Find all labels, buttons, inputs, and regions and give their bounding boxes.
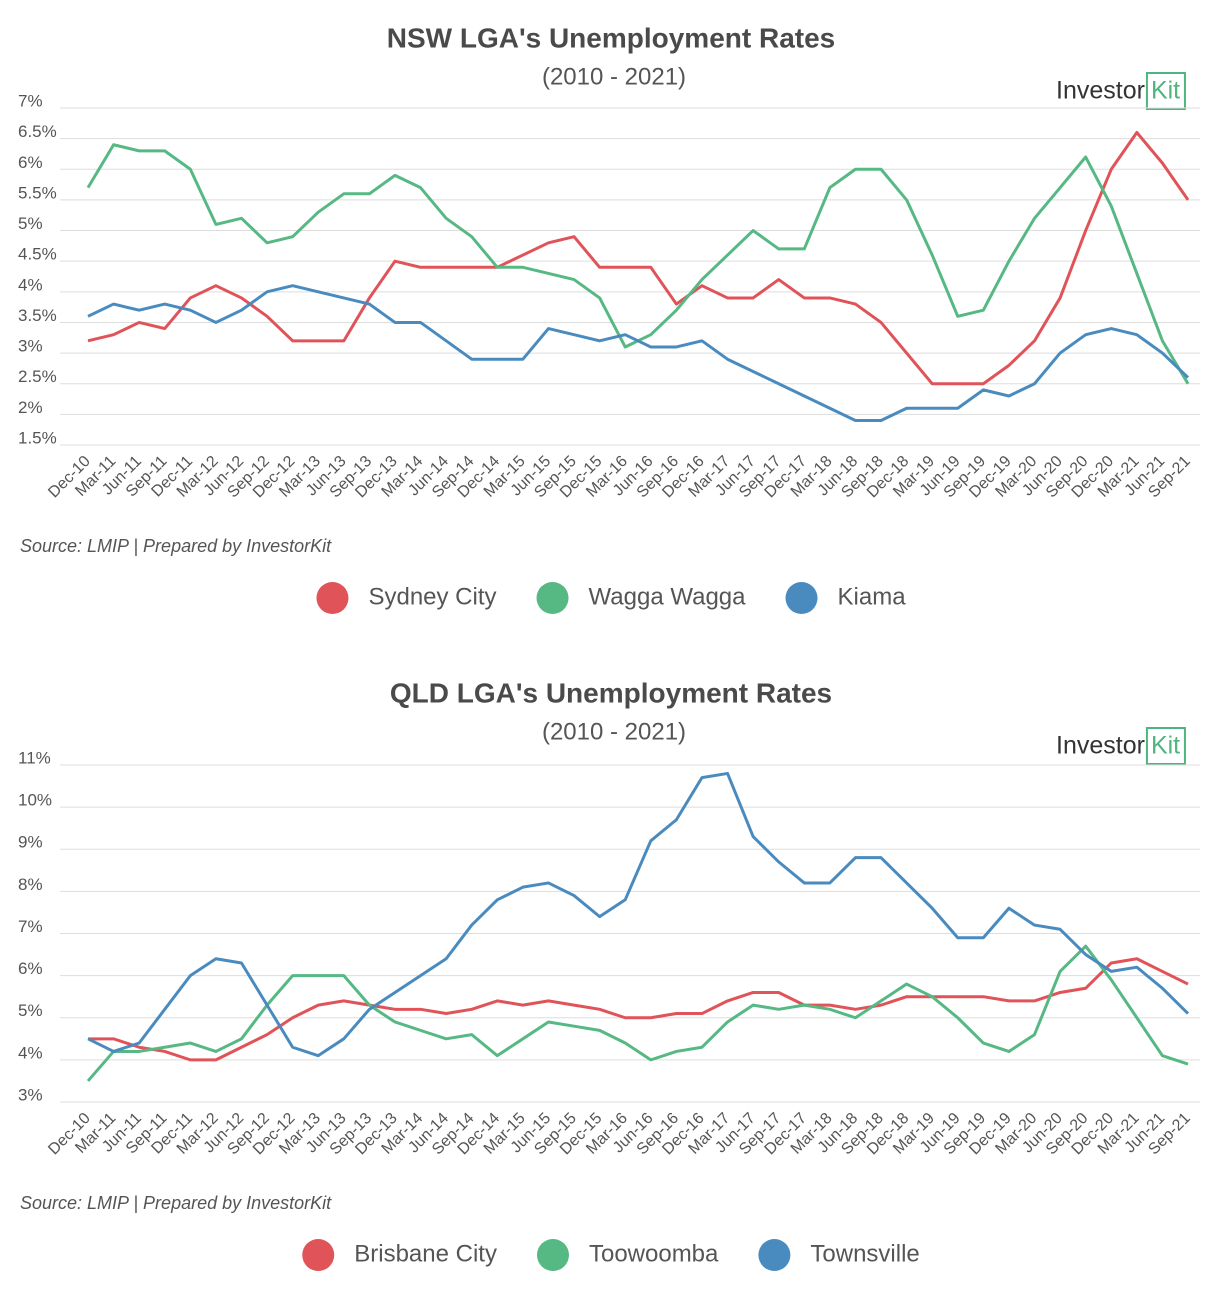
y-tick-label: 4% bbox=[18, 1043, 43, 1062]
logo-accent: Kit bbox=[1151, 732, 1180, 760]
legend: Brisbane City Toowoomba Townsville bbox=[302, 1239, 920, 1271]
legend-label: Wagga Wagga bbox=[589, 583, 747, 610]
y-tick-label: 10% bbox=[18, 791, 52, 810]
y-tick-label: 4.5% bbox=[18, 245, 57, 264]
logo-box bbox=[1145, 72, 1186, 110]
logo: Investor bbox=[1056, 732, 1145, 760]
legend-swatch bbox=[536, 582, 569, 614]
y-tick-label: 4% bbox=[18, 275, 43, 294]
logo-accent: Kit bbox=[1151, 77, 1180, 105]
y-tick-label: 7% bbox=[18, 91, 43, 110]
source-note: Source: LMIP | Prepared by InvestorKit bbox=[20, 536, 332, 556]
source-note: Source: LMIP | Prepared by InvestorKit bbox=[20, 1193, 332, 1213]
series-line bbox=[87, 771, 1190, 1058]
chart-subtitle: (2010 - 2021) bbox=[542, 63, 686, 90]
y-tick-label: 1.5% bbox=[18, 428, 57, 447]
logo-box bbox=[1145, 727, 1186, 765]
y-tick-label: 7% bbox=[18, 917, 43, 936]
y-tick-label: 9% bbox=[18, 833, 43, 852]
y-tick-label: 11% bbox=[18, 748, 51, 767]
legend-swatch bbox=[758, 1239, 791, 1271]
y-tick-label: 2% bbox=[18, 398, 43, 417]
y-tick-label: 3% bbox=[18, 337, 43, 356]
y-tick-label: 6.5% bbox=[18, 122, 57, 141]
series-line bbox=[87, 131, 1190, 386]
legend-label: Kiama bbox=[838, 583, 907, 610]
y-tick-label: 3.5% bbox=[18, 306, 57, 325]
chart-title: QLD LGA's Unemployment Rates bbox=[390, 677, 832, 708]
legend-swatch bbox=[536, 1239, 569, 1271]
legend-swatch bbox=[302, 1239, 335, 1271]
legend-label: Townsville bbox=[810, 1240, 919, 1267]
chart-title: NSW LGA's Unemployment Rates bbox=[387, 22, 836, 53]
series-line bbox=[88, 957, 1189, 1062]
y-tick-label: 5.5% bbox=[18, 183, 57, 202]
chart-subtitle: (2010 - 2021) bbox=[542, 718, 686, 745]
y-tick-label: 6% bbox=[18, 959, 43, 978]
y-tick-label: 5% bbox=[18, 1001, 43, 1020]
y-tick-label: 3% bbox=[18, 1085, 43, 1104]
y-tick-label: 8% bbox=[18, 875, 43, 894]
y-tick-label: 6% bbox=[18, 153, 43, 172]
legend-label: Brisbane City bbox=[354, 1240, 497, 1267]
legend-swatch bbox=[785, 582, 818, 614]
logo: Investor bbox=[1056, 77, 1145, 105]
y-tick-label: 2.5% bbox=[18, 367, 57, 386]
legend: Sydney City Wagga Wagga Kiama bbox=[316, 582, 906, 614]
legend-label: Toowoomba bbox=[589, 1240, 719, 1267]
legend-label: Sydney City bbox=[368, 583, 496, 610]
legend-swatch bbox=[316, 582, 349, 614]
series-line bbox=[86, 944, 1189, 1082]
series-line bbox=[86, 143, 1190, 385]
y-tick-label: 5% bbox=[18, 214, 43, 233]
series-line bbox=[87, 284, 1190, 422]
